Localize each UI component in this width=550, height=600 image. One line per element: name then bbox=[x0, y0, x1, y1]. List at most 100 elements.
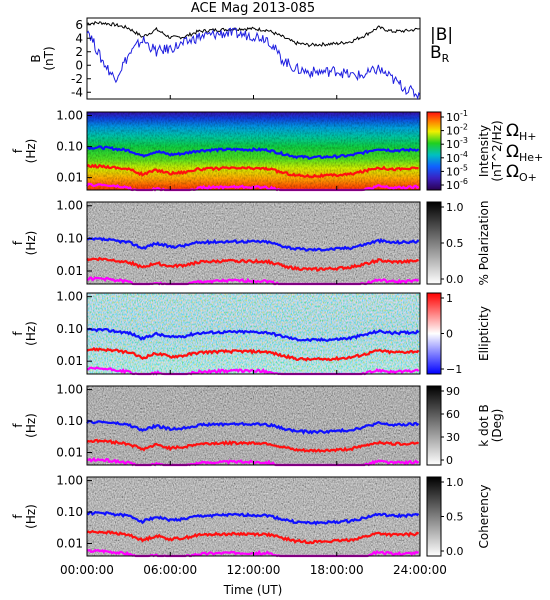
mag-y-tick-label: 6 bbox=[75, 18, 83, 32]
gyro-line-h-plus bbox=[86, 419, 420, 436]
freq-y-label: f(Hz) bbox=[11, 504, 38, 529]
colorbar-label-line1: Coherency bbox=[477, 484, 491, 548]
freq-y-tick-label: 0.10 bbox=[56, 140, 83, 154]
legend-omega-h-symbol: Ω bbox=[506, 121, 519, 141]
polarization-colorbar-label: % Polarization bbox=[477, 201, 491, 286]
mag-y-label-line2: (nT) bbox=[42, 46, 56, 70]
freq-y-label-line2: (Hz) bbox=[24, 139, 38, 164]
legend-omega-h-sub: H+ bbox=[519, 130, 537, 143]
legend: |B| BR ΩH+ ΩHe+ ΩO+ bbox=[430, 25, 543, 184]
mag-y-tick-label: 2 bbox=[75, 45, 83, 59]
colorbar-tick-label: 1.0 bbox=[446, 201, 464, 214]
freq-y-label: f(Hz) bbox=[11, 321, 38, 346]
colorbar-tick-label: −1 bbox=[446, 363, 462, 376]
x-tick-label: 00:00:00 bbox=[60, 563, 114, 577]
legend-omega-h: ΩH+ bbox=[506, 121, 537, 143]
colorbar-tick-exponent: -4 bbox=[460, 150, 468, 159]
colorbar-tick-label: 60 bbox=[446, 408, 460, 421]
colorbar-tick-exponent: -2 bbox=[460, 123, 468, 132]
colorbar-tick-label: 0 bbox=[446, 454, 453, 467]
colorbar-label-line1: Intensity bbox=[477, 125, 491, 177]
panel-intensity: 1.000.100.01f(Hz)10-110-210-310-410-510-… bbox=[11, 109, 504, 192]
colorbar-tick-label: 1 bbox=[446, 292, 453, 305]
x-axis-label: Time (UT) bbox=[223, 583, 283, 597]
legend-omega-he: ΩHe+ bbox=[506, 142, 543, 164]
freq-y-tick-label: 0.01 bbox=[56, 536, 83, 550]
x-tick-label: 24:00:00 bbox=[393, 563, 447, 577]
mag-y-tick-label: 4 bbox=[75, 31, 83, 45]
freq-y-tick-label: 1.00 bbox=[56, 290, 83, 304]
legend-b-radial-main: B bbox=[430, 43, 442, 63]
panel-polarization: 1.00 0.10 0.01 f(Hz) 1.0 0.5 0.0 % Polarization bbox=[11, 199, 491, 286]
freq-y-label-line2: (Hz) bbox=[24, 321, 38, 346]
mag-y-label-line1: B bbox=[29, 54, 43, 62]
series-line-b-total bbox=[86, 20, 421, 48]
series-line-b-radial bbox=[86, 27, 421, 101]
legend-b-total: |B| bbox=[430, 25, 453, 45]
k-dot-b-colorbar bbox=[426, 385, 442, 466]
ellipticity-colorbar bbox=[426, 292, 442, 375]
colorbar-tick-label: 0.0 bbox=[446, 545, 464, 558]
freq-y-label: f(Hz) bbox=[11, 413, 38, 438]
freq-y-tick-label: 0.10 bbox=[56, 414, 83, 428]
freq-y-tick-label: 0.10 bbox=[56, 505, 83, 519]
legend-b-radial: BR bbox=[430, 43, 450, 65]
freq-y-tick-label: 0.01 bbox=[56, 354, 83, 368]
mag-y-tick-label: -2 bbox=[71, 72, 83, 86]
gyro-line-h-plus bbox=[86, 237, 420, 252]
freq-y-tick-label: 0.01 bbox=[56, 445, 83, 459]
gyro-line-he-plus bbox=[86, 163, 420, 179]
colorbar-tick-label: 0.0 bbox=[446, 273, 464, 286]
freq-y-tick-label: 0.01 bbox=[56, 264, 83, 278]
freq-y-label-line1: f bbox=[11, 331, 25, 336]
freq-y-label-line1: f bbox=[11, 423, 25, 428]
colorbar-tick-label: 10-6 bbox=[446, 177, 468, 192]
freq-y-tick-label: 1.00 bbox=[56, 383, 83, 397]
x-tick-label: 12:00:00 bbox=[227, 563, 281, 577]
k-dot-b-colorbar-label: k dot B(Deg) bbox=[477, 404, 504, 446]
freq-y-label-line1: f bbox=[11, 148, 25, 153]
intensity-colorbar bbox=[426, 111, 442, 191]
coherency-texture bbox=[87, 477, 420, 556]
polarization-colorbar bbox=[426, 201, 442, 285]
freq-y-label-line1: f bbox=[11, 514, 25, 519]
colorbar-tick-label: 0 bbox=[446, 328, 453, 341]
freq-y-tick-label: 1.00 bbox=[56, 474, 83, 488]
gyro-line-h-plus bbox=[86, 510, 420, 526]
legend-b-radial-sub: R bbox=[442, 52, 450, 65]
gyro-line-he-plus bbox=[86, 256, 420, 272]
gyro-line-he-plus bbox=[86, 529, 420, 545]
legend-omega-he-symbol: Ω bbox=[506, 142, 519, 162]
mag-y-tick-label: -4 bbox=[71, 85, 83, 99]
colorbar-label-line1: k dot B bbox=[477, 404, 491, 446]
panel-coherency: 1.00 0.10 0.01 f(Hz) 1.0 0.5 0.0 Coherency bbox=[11, 474, 491, 558]
gyro-line-he-plus bbox=[86, 346, 420, 362]
colorbar-tick-exponent: -6 bbox=[460, 177, 468, 186]
freq-y-tick-label: 1.00 bbox=[56, 109, 83, 123]
x-axis: Time (UT) 00:00:00 06:00:00 12:00:00 18:00:… bbox=[60, 563, 447, 597]
colorbar-tick-label: 90 bbox=[446, 385, 460, 398]
colorbar-tick-exponent: -3 bbox=[460, 136, 468, 145]
gyro-line-h-plus bbox=[86, 145, 420, 160]
freq-y-tick-label: 1.00 bbox=[56, 199, 83, 213]
freq-y-tick-label: 0.01 bbox=[56, 171, 83, 185]
colorbar-label-line2: (Deg) bbox=[490, 409, 504, 443]
freq-y-tick-label: 0.10 bbox=[56, 322, 83, 336]
gyro-line-he-plus bbox=[86, 438, 420, 453]
freq-y-tick-label: 0.10 bbox=[56, 231, 83, 245]
panel-ellipticity: 1.00 0.10 0.01 f(Hz) 1 0 −1 Ellipticity bbox=[11, 290, 491, 376]
colorbar-label-line1: Ellipticity bbox=[477, 306, 491, 361]
coherency-colorbar-label: Coherency bbox=[477, 484, 491, 548]
ellipticity-colorbar-label: Ellipticity bbox=[477, 306, 491, 361]
panel-k-dot-b: 1.00 0.10 0.01 f(Hz) 90 60 30 0 k dot B(Deg) bbox=[11, 383, 504, 467]
chart-title: ACE Mag 2013-085 bbox=[191, 1, 315, 16]
freq-y-label-line2: (Hz) bbox=[24, 504, 38, 529]
freq-y-label: f(Hz) bbox=[11, 231, 38, 256]
intensity-colorbar-label: Intensity(nT^2/Hz) bbox=[477, 120, 504, 181]
freq-y-label-line2: (Hz) bbox=[24, 231, 38, 256]
coherency-colorbar bbox=[426, 476, 442, 557]
gyro-line-h-plus bbox=[86, 327, 420, 343]
colorbar-label-line1: % Polarization bbox=[477, 201, 491, 286]
legend-omega-o-sub: O+ bbox=[519, 171, 537, 184]
